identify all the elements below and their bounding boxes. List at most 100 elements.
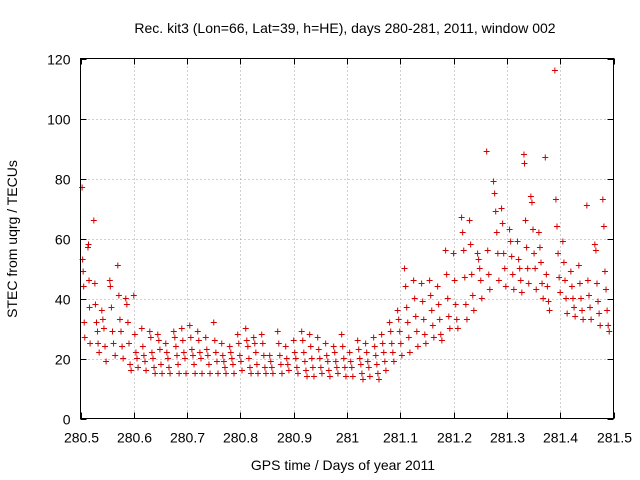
data-point xyxy=(597,322,604,329)
data-point xyxy=(251,340,258,347)
data-point xyxy=(373,361,380,368)
data-point xyxy=(248,370,255,377)
data-point xyxy=(484,247,491,254)
data-point xyxy=(86,277,93,284)
data-point xyxy=(579,307,586,314)
data-point xyxy=(278,370,285,377)
data-point xyxy=(213,358,220,365)
data-point xyxy=(112,352,119,359)
x-tick-label: 281.5 xyxy=(597,430,632,446)
data-point xyxy=(234,331,241,338)
data-point xyxy=(599,196,606,203)
data-point xyxy=(127,361,134,368)
data-point xyxy=(167,370,174,377)
data-point xyxy=(466,217,473,224)
data-point xyxy=(560,259,567,266)
x-tick-label: 280.7 xyxy=(170,430,205,446)
data-point xyxy=(569,295,576,302)
data-point xyxy=(463,316,470,323)
data-point xyxy=(210,319,217,326)
data-point xyxy=(116,316,123,323)
data-point xyxy=(491,190,498,197)
data-point xyxy=(318,370,325,377)
data-point xyxy=(114,262,121,269)
data-point xyxy=(502,283,509,290)
data-point xyxy=(515,256,522,263)
data-point xyxy=(178,325,185,332)
data-point xyxy=(215,370,222,377)
data-point xyxy=(243,337,250,344)
data-point xyxy=(446,325,453,332)
data-point xyxy=(277,361,284,368)
y-tick-label: 60 xyxy=(55,232,71,248)
data-point xyxy=(453,316,460,323)
data-point xyxy=(155,337,162,344)
data-point xyxy=(250,334,257,341)
data-point xyxy=(444,295,451,302)
data-point xyxy=(522,217,529,224)
data-point xyxy=(535,229,542,236)
data-point xyxy=(386,319,393,326)
data-point xyxy=(514,238,521,245)
data-point xyxy=(419,298,426,305)
data-point xyxy=(212,349,219,356)
data-point xyxy=(460,247,467,254)
data-point xyxy=(231,370,238,377)
data-point xyxy=(388,340,395,347)
data-point xyxy=(533,286,540,293)
data-point xyxy=(269,370,276,377)
data-point xyxy=(95,340,102,347)
data-point xyxy=(301,358,308,365)
data-point xyxy=(442,247,449,254)
data-point xyxy=(348,364,355,371)
data-point xyxy=(207,370,214,377)
data-point xyxy=(355,346,362,353)
data-point xyxy=(405,334,412,341)
data-point xyxy=(468,271,475,278)
data-point xyxy=(140,352,147,359)
data-point xyxy=(397,340,404,347)
x-tick-label: 281.4 xyxy=(543,430,578,446)
data-point xyxy=(520,151,527,158)
data-point xyxy=(413,328,420,335)
data-point xyxy=(285,367,292,374)
data-point xyxy=(118,328,125,335)
gridlines xyxy=(80,58,614,419)
data-point xyxy=(293,364,300,371)
x-tick-label: 281.3 xyxy=(490,430,525,446)
data-point xyxy=(435,301,442,308)
y-tick-label: 0 xyxy=(63,412,71,428)
data-point xyxy=(469,292,476,299)
data-point xyxy=(531,250,538,257)
data-point xyxy=(551,67,558,74)
data-point xyxy=(371,343,378,350)
data-point xyxy=(164,355,171,362)
data-point xyxy=(349,373,356,380)
data-point xyxy=(403,304,410,311)
data-point xyxy=(245,355,252,362)
data-point xyxy=(523,244,530,251)
data-point xyxy=(528,199,535,206)
data-point xyxy=(358,370,365,377)
y-tick-label: 120 xyxy=(47,52,71,68)
data-point xyxy=(119,343,126,350)
data-point xyxy=(436,316,443,323)
y-tick-label: 100 xyxy=(47,112,71,128)
x-tick-label: 280.8 xyxy=(223,430,258,446)
data-point xyxy=(475,256,482,263)
data-point xyxy=(542,154,549,161)
data-point xyxy=(298,328,305,335)
data-point xyxy=(478,295,485,302)
data-point xyxy=(87,340,94,347)
data-point xyxy=(474,250,481,257)
data-point xyxy=(567,268,574,275)
data-point xyxy=(99,316,106,323)
data-point xyxy=(563,295,570,302)
data-point xyxy=(124,319,131,326)
data-point xyxy=(171,334,178,341)
data-point xyxy=(381,358,388,365)
data-point xyxy=(284,361,291,368)
data-point xyxy=(366,373,373,380)
data-point xyxy=(532,265,539,272)
data-point xyxy=(302,367,309,374)
